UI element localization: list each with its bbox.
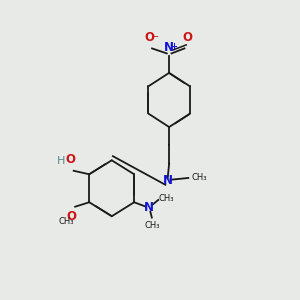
Text: N: N <box>144 201 154 214</box>
Text: O: O <box>66 210 76 223</box>
Text: −: − <box>151 32 159 42</box>
Text: O: O <box>65 153 75 166</box>
Text: N: N <box>164 41 174 54</box>
Text: CH₃: CH₃ <box>191 172 207 182</box>
Text: O: O <box>182 31 192 44</box>
Text: +: + <box>170 42 177 51</box>
Text: CH₃: CH₃ <box>144 220 160 230</box>
Text: CH₃: CH₃ <box>159 194 174 203</box>
Text: H: H <box>57 156 65 166</box>
Text: N: N <box>163 174 173 187</box>
Text: CH₃: CH₃ <box>58 217 74 226</box>
Text: O: O <box>144 31 154 44</box>
